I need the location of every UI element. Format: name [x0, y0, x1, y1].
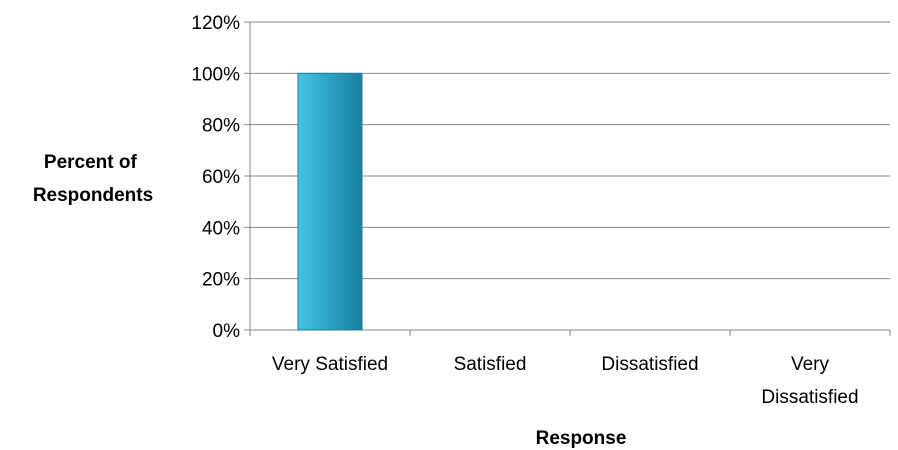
y-axis-title: Percent of Respondents [33, 152, 153, 206]
y-tick-label: 20% [202, 270, 240, 291]
y-tick-label: 100% [191, 64, 240, 85]
x-tick-label: Very Dissatisfied [761, 354, 858, 408]
x-tick-label: Dissatisfied [601, 354, 698, 375]
x-tick-label-line: Very Satisfied [272, 354, 388, 375]
y-tick-label: 80% [202, 116, 240, 137]
bar [297, 72, 363, 331]
y-tick-label: 0% [213, 321, 241, 342]
x-tick-label: Satisfied [454, 354, 527, 375]
x-tick-label-line: Very [791, 354, 830, 375]
labels: 0% 20% 40% 60% 80% 100% 120% Very Satisfied Sati… [191, 13, 858, 408]
x-tick-label: Very Satisfied [272, 354, 388, 375]
x-tick-label-line: Dissatisfied [761, 387, 858, 408]
bars [297, 72, 363, 331]
x-tick-label-line: Satisfied [454, 354, 527, 375]
y-tick-label: 120% [191, 13, 240, 34]
x-tick-label-line: Dissatisfied [601, 354, 698, 375]
y-axis-title-line: Percent of [44, 152, 138, 173]
y-tick-label: 40% [202, 218, 240, 239]
x-axis-title: Response [536, 428, 627, 449]
y-axis-title-line: Respondents [33, 185, 153, 206]
y-tick-label: 60% [202, 167, 240, 188]
